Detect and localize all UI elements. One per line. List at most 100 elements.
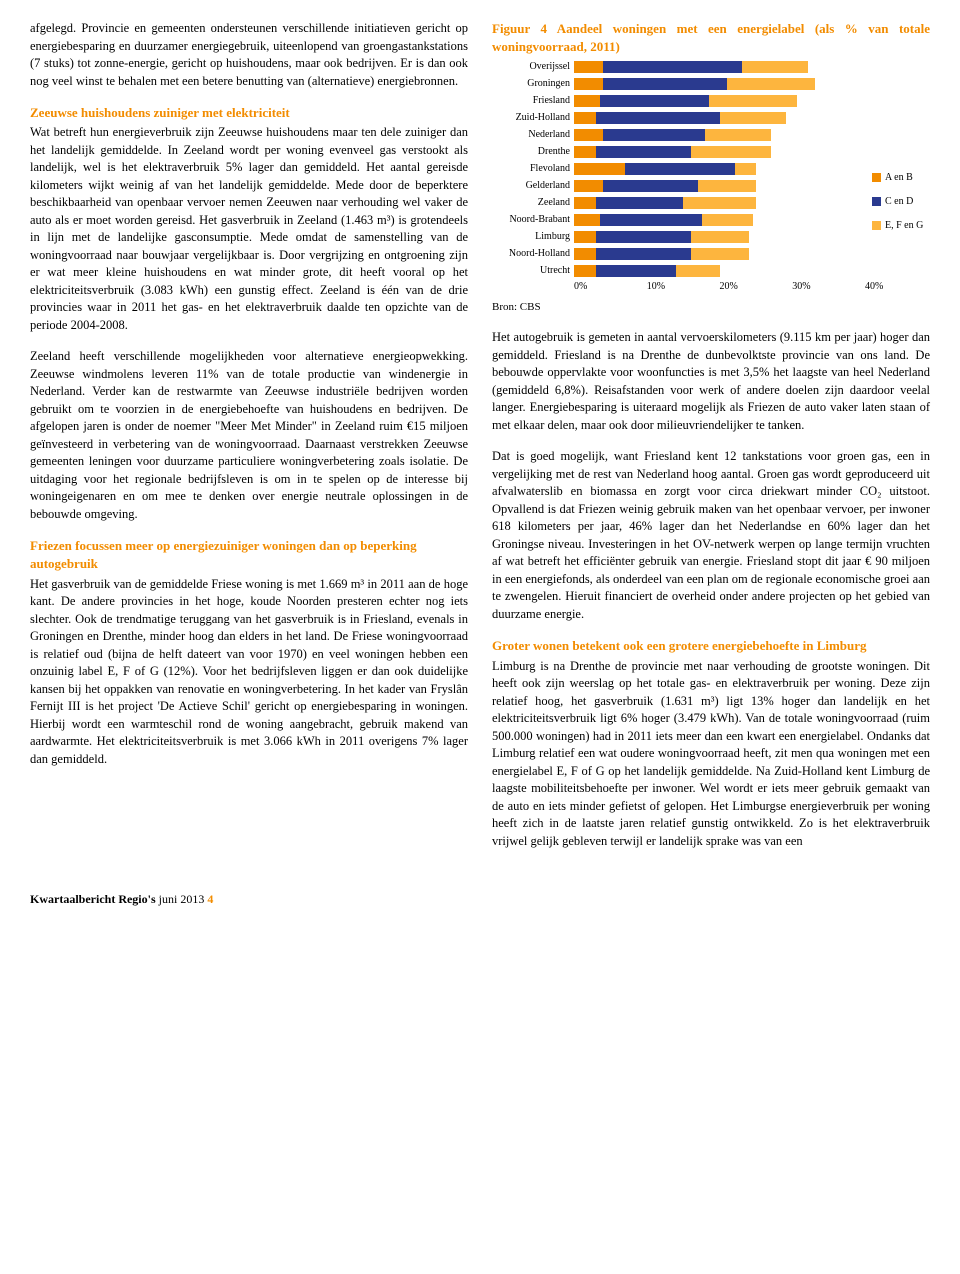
bar-segment: [596, 146, 691, 158]
chart-row-label: Noord-Brabant: [492, 213, 574, 227]
bar-segment: [574, 95, 600, 107]
legend-swatch: [872, 221, 881, 230]
bar-segment: [574, 197, 596, 209]
chart-row-label: Zeeland: [492, 196, 574, 210]
chart-body: Overijssel Groningen Friesland Zuid-Holland…: [492, 59, 930, 294]
chart-bar: [574, 246, 866, 261]
page-footer: Kwartaalbericht Regio's juni 2013 4: [30, 892, 930, 907]
chart-row: Limburg: [492, 229, 866, 244]
legend-label: A en B: [885, 171, 913, 185]
chart-bar: [574, 212, 866, 227]
section-heading: Friezen focussen meer op energiezuiniger…: [30, 537, 468, 573]
legend-item: A en B: [872, 171, 930, 185]
chart-title: Figuur 4 Aandeel woningen met een energi…: [492, 20, 930, 55]
section-heading: Zeeuwse huishoudens zuiniger met elektri…: [30, 104, 468, 122]
bar-segment: [691, 146, 771, 158]
bar-segment: [709, 95, 797, 107]
chart-bar: [574, 110, 866, 125]
bar-segment: [683, 197, 756, 209]
chart-bar: [574, 161, 866, 176]
chart-row: Drenthe: [492, 144, 866, 159]
chart-row-label: Limburg: [492, 230, 574, 244]
chart-bar: [574, 195, 866, 210]
chart-row: Overijssel: [492, 59, 866, 74]
chart-bar: [574, 263, 866, 278]
bar-segment: [603, 78, 727, 90]
chart-row: Gelderland: [492, 178, 866, 193]
bar-segment: [574, 78, 603, 90]
bar-segment: [600, 95, 710, 107]
axis-tick: 20%: [720, 280, 721, 294]
footer-page-number: 4: [207, 892, 213, 906]
footer-title: Kwartaalbericht Regio's: [30, 892, 156, 906]
bar-segment: [596, 265, 676, 277]
legend-label: E, F en G: [885, 219, 923, 233]
bar-segment: [691, 231, 749, 243]
left-column: afgelegd. Provincie en gemeenten onderst…: [30, 20, 468, 864]
bar-segment: [676, 265, 720, 277]
bar-segment: [603, 61, 742, 73]
chart-axis: 0%10%20%30%40%: [492, 280, 866, 294]
bar-segment: [574, 146, 596, 158]
bar-segment: [727, 78, 815, 90]
axis-tick: 10%: [647, 280, 648, 294]
body-paragraph: Dat is goed mogelijk, want Friesland ken…: [492, 448, 930, 623]
bar-segment: [702, 214, 753, 226]
chart-row-label: Gelderland: [492, 179, 574, 193]
legend-swatch: [872, 197, 881, 206]
chart-bar: [574, 178, 866, 193]
chart-main: Overijssel Groningen Friesland Zuid-Holland…: [492, 59, 866, 294]
chart-row: Zuid-Holland: [492, 110, 866, 125]
legend-label: C en D: [885, 195, 913, 209]
legend-item: C en D: [872, 195, 930, 209]
chart-row-label: Utrecht: [492, 264, 574, 278]
bar-segment: [596, 197, 684, 209]
bar-segment: [735, 163, 757, 175]
chart-row: Noord-Holland: [492, 246, 866, 261]
chart-row-label: Overijssel: [492, 60, 574, 74]
body-paragraph: Limburg is na Drenthe de provincie met n…: [492, 658, 930, 851]
bar-segment: [574, 163, 625, 175]
chart-row-label: Groningen: [492, 77, 574, 91]
body-paragraph: Zeeland heeft verschillende mogelijkhede…: [30, 348, 468, 523]
bar-segment: [574, 231, 596, 243]
bar-segment: [596, 112, 720, 124]
chart-row: Utrecht: [492, 263, 866, 278]
body-paragraph: Het autogebruik is gemeten in aantal ver…: [492, 329, 930, 434]
right-column: Figuur 4 Aandeel woningen met een energi…: [492, 20, 930, 864]
legend-item: E, F en G: [872, 219, 930, 233]
body-paragraph: Het gasverbruik van de gemiddelde Friese…: [30, 576, 468, 769]
axis-tick: 0%: [574, 280, 575, 294]
bar-segment: [574, 214, 600, 226]
body-paragraph: afgelegd. Provincie en gemeenten onderst…: [30, 20, 468, 90]
body-paragraph: Wat betreft hun energieverbruik zijn Zee…: [30, 124, 468, 334]
chart-row: Nederland: [492, 127, 866, 142]
bar-segment: [574, 180, 603, 192]
chart-row-label: Drenthe: [492, 145, 574, 159]
chart-row: Flevoland: [492, 161, 866, 176]
bar-segment: [596, 231, 691, 243]
bar-chart: Overijssel Groningen Friesland Zuid-Holland…: [492, 59, 930, 315]
bar-segment: [720, 112, 786, 124]
bar-segment: [603, 180, 698, 192]
bar-segment: [574, 265, 596, 277]
chart-bar: [574, 127, 866, 142]
bar-segment: [742, 61, 808, 73]
bar-segment: [574, 61, 603, 73]
chart-bar: [574, 229, 866, 244]
chart-source: Bron: CBS: [492, 300, 930, 315]
chart-row-label: Friesland: [492, 94, 574, 108]
bar-segment: [705, 129, 771, 141]
bar-segment: [574, 112, 596, 124]
bar-segment: [574, 129, 603, 141]
bar-segment: [596, 248, 691, 260]
axis-tick: 30%: [792, 280, 793, 294]
chart-bar: [574, 76, 866, 91]
bar-segment: [691, 248, 749, 260]
axis-ticks: 0%10%20%30%40%: [574, 280, 866, 294]
bar-segment: [603, 129, 705, 141]
bar-segment: [600, 214, 702, 226]
bar-segment: [625, 163, 735, 175]
chart-row: Groningen: [492, 76, 866, 91]
chart-row-label: Nederland: [492, 128, 574, 142]
